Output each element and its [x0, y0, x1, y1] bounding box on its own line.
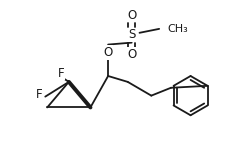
Text: O: O — [126, 9, 136, 22]
Text: O: O — [103, 46, 112, 59]
Text: F: F — [57, 67, 64, 79]
Text: CH₃: CH₃ — [166, 24, 187, 34]
Text: S: S — [127, 28, 135, 41]
Text: F: F — [36, 88, 42, 101]
Text: O: O — [126, 48, 136, 61]
